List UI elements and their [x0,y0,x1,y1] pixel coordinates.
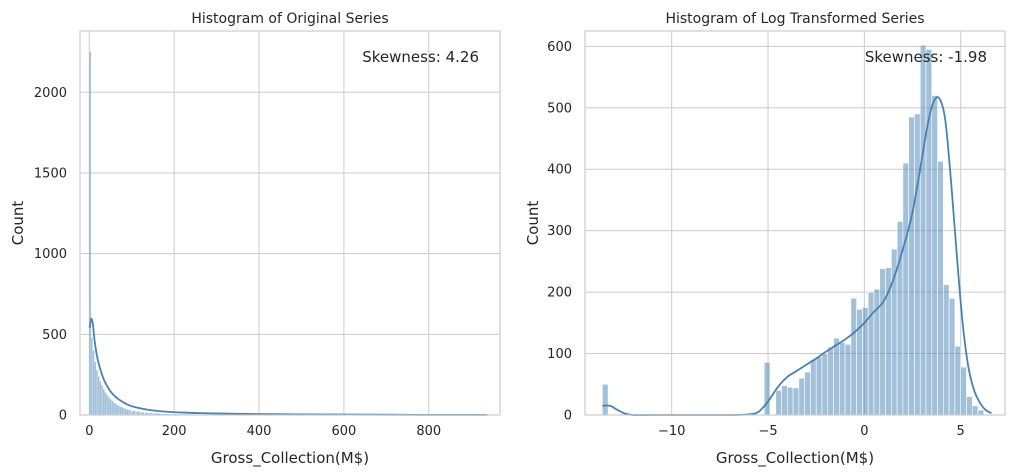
histogram-bar-log [931,95,938,416]
histogram-bar-original [111,400,114,416]
histogram-bar-log [839,342,846,416]
histogram-bar-log [914,113,921,416]
histogram-bar-original [124,408,127,416]
y-tick-label-original: 500 [42,328,67,343]
y-tick-label-original: 1000 [34,247,67,262]
y-ticks-log: 0 100 200 300 400 500 600 [547,40,572,424]
histogram-bar-log [833,337,840,416]
histogram-bar-original [116,404,119,416]
x-tick-label-original: 400 [247,424,272,439]
histogram-bar-log [821,353,829,416]
histogram-bar-log [602,383,609,416]
chart-title-original: Histogram of Original Series [191,11,388,27]
histogram-bar-log [925,49,933,416]
y-tick-label-log: 300 [547,224,572,239]
y-tick-label-log: 0 [564,409,572,424]
histogram-bar-original [109,399,112,416]
y-tick-label-original: 0 [59,409,67,424]
histogram-bar-original [99,381,102,416]
histogram-bar-log [943,284,950,416]
histogram-bar-original [114,403,117,416]
x-axis-label-original: Gross_Collection(M$) [211,449,369,468]
histogram-bar-original [118,405,120,416]
histogram-bar-log [850,297,857,416]
histogram-bar-log [775,390,782,416]
kde-line-original [88,317,488,416]
histogram-bar-log [810,359,817,416]
y-tick-label-log: 600 [547,40,572,55]
histogram-bar-log [954,345,961,416]
y-tick-label-log: 500 [547,101,572,116]
x-ticks-log: −10 −5 0 5 [658,424,965,439]
histogram-bar-original [126,409,129,416]
histogram-bar-original [123,407,126,416]
histogram-bar-original [128,409,131,416]
x-ticks-original: 0 200 400 600 800 [85,424,441,439]
histogram-bar-original [104,392,107,416]
histogram-bar-original [97,376,100,416]
x-tick-label-log: 0 [860,424,868,439]
histogram-bar-original [102,389,105,416]
y-tick-label-log: 200 [547,286,572,301]
y-tick-label-original: 2000 [34,86,67,101]
histogram-bar-original [96,369,98,416]
y-axis-label-original: Count [9,201,27,246]
histogram-bar-original [92,350,95,416]
y-ticks-original: 0 500 1000 1500 2000 [34,86,67,424]
histogram-bar-original [94,361,97,416]
subplot-original: 0 200 400 600 800 0 500 1000 1500 2000 Histogram… [9,11,501,468]
y-tick-label-original: 1500 [34,166,67,181]
y-axis-label-log: Count [524,201,542,246]
histogram-bar-log [763,361,771,416]
plot-frame-log [584,30,1006,416]
histogram-bar-log [948,297,956,416]
histogram-bar-log [919,44,927,416]
histogram-bar-log [804,371,811,416]
x-tick-label-log: 5 [957,424,965,439]
histogram-bar-original [89,51,92,416]
histogram-bar-original [119,406,122,416]
histogram-bar-original [90,337,93,416]
chart-title-log: Histogram of Log Transformed Series [665,11,924,27]
histogram-bar-log [960,366,967,416]
histogram-bar-log [815,356,823,416]
histogram-bar-log [971,405,979,416]
histogram-bar-original [107,397,110,416]
histogram-bar-log [844,344,852,416]
x-tick-label-log: −5 [758,424,777,439]
x-tick-label-original: 200 [162,424,187,439]
x-tick-label-original: 0 [85,424,93,439]
histogram-bar-original [106,394,109,416]
histogram-bar-log [879,268,886,416]
histogram-bar-original [113,402,115,416]
skewness-annotation-original: Skewness: 4.26 [362,48,479,66]
x-tick-label-log: −10 [658,424,685,439]
y-tick-label-log: 400 [547,163,572,178]
histogram-bar-log [798,377,805,416]
histogram-bar-log [827,347,834,416]
histogram-bar-log [908,116,915,416]
histogram-bar-log [966,396,973,416]
histogram-bar-log [792,387,800,416]
x-tick-label-original: 600 [331,424,356,439]
histogram-bar-log [937,160,944,416]
histogram-bar-log [902,162,909,416]
plot-area-original [80,31,500,415]
x-axis-label-log: Gross_Collection(M$) [716,449,874,468]
x-tick-label-original: 800 [416,424,441,439]
histogram-bar-log [867,291,875,416]
histogram-bar-log [977,409,985,416]
y-tick-label-log: 100 [547,347,572,362]
histogram-bar-original [101,385,103,416]
plot-frame-original [79,30,501,416]
histogram-bar-log [781,385,788,416]
histogram-bar-original [121,407,124,416]
histogram-bar-log [786,387,794,416]
skewness-annotation-log: Skewness: -1.98 [865,48,987,66]
histogram-bar-original [131,410,137,416]
